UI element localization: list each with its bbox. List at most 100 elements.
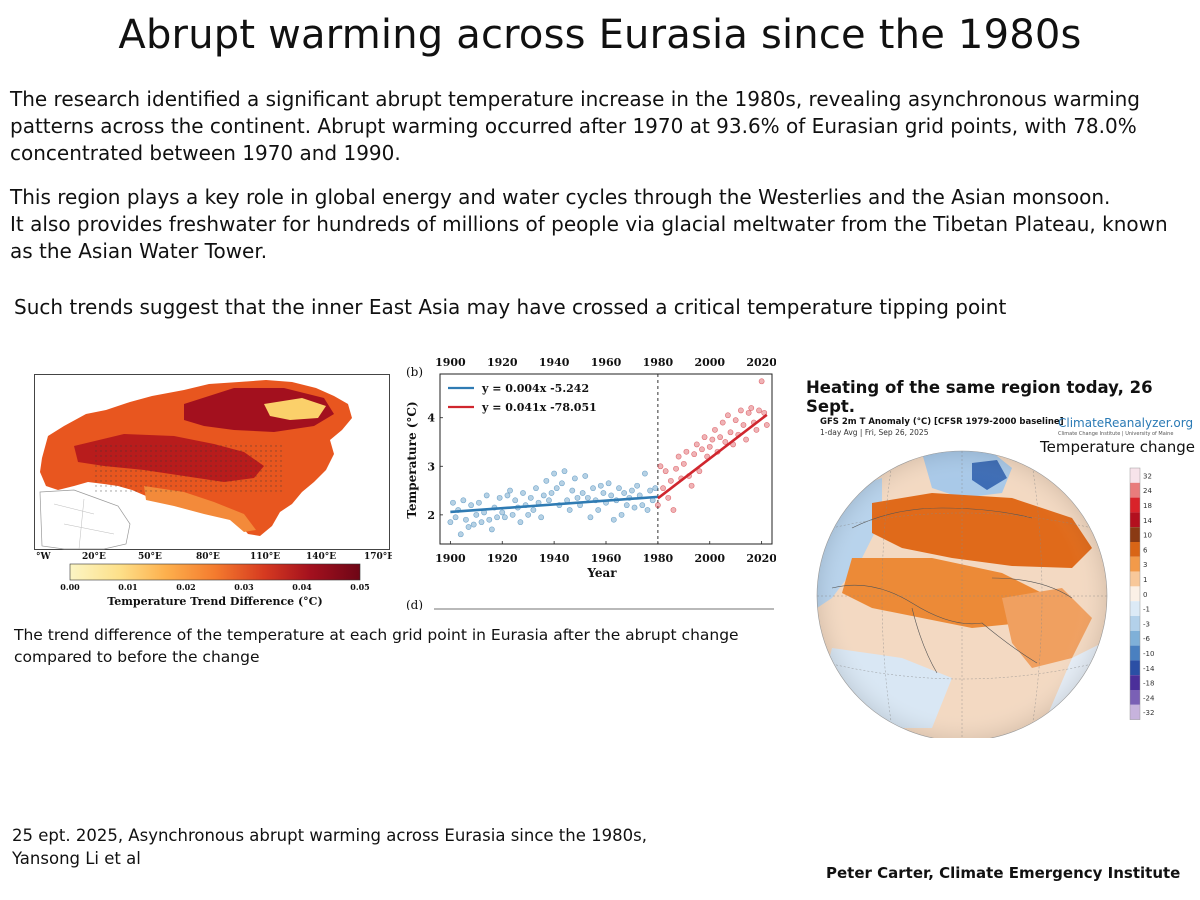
panel-label-d: (d) [406, 598, 423, 610]
scale-tick-label: 32 [1143, 472, 1152, 480]
data-point-blue [486, 516, 493, 523]
data-point-blue [553, 485, 560, 492]
globe-outline [816, 450, 1108, 742]
data-point-red [758, 378, 765, 385]
x-tick-label-top: 1960 [591, 356, 622, 369]
data-point-red [665, 494, 672, 501]
data-point-red [660, 485, 666, 492]
scale-swatch [1130, 482, 1140, 498]
scale-swatch [1130, 630, 1140, 646]
data-point-blue [507, 487, 513, 494]
citation-line-2: Yansong Li et al [12, 849, 141, 868]
scale-swatch [1130, 468, 1140, 483]
plot-area [439, 373, 773, 545]
data-point-blue [463, 516, 469, 523]
data-point-blue [600, 490, 607, 496]
data-point-blue [476, 499, 482, 506]
scale-swatch [1130, 512, 1140, 528]
temperature-change-label: Temperature change [1039, 438, 1195, 456]
scale-swatch [1130, 675, 1140, 690]
data-point-red [732, 417, 739, 424]
data-point-red [670, 507, 677, 513]
data-point-red [763, 422, 770, 428]
data-point-blue [634, 482, 641, 489]
x-axis-label: Year [586, 566, 617, 580]
context-paragraph: This region plays a key role in global e… [10, 184, 1170, 265]
data-point-blue [574, 494, 581, 501]
map-longitude-labels: °W 20°E 50°E 80°E 110°E 140°E 170°E [36, 552, 394, 562]
x-tick-label-top: 1940 [539, 356, 570, 369]
southern-asia-zone [144, 486, 256, 532]
x-tick-label-top: 2020 [746, 356, 776, 369]
y-tick-label: 3 [427, 460, 435, 473]
data-point-blue [569, 487, 576, 494]
data-point-red [693, 441, 700, 448]
top-x-tick-labels: 1900 1920 1940 1960 1980 2000 2020 [435, 356, 777, 369]
data-point-blue [483, 492, 490, 499]
brand-logo: ClimateReanalyzer.org [1058, 416, 1193, 430]
data-point-blue [608, 492, 615, 499]
data-point-blue [533, 485, 539, 492]
chart-svg: (b) (d) 1900 1920 1940 1960 1980 2000 2020 190… [405, 356, 777, 612]
bottom-x-tick-labels: 1900 1920 1940 1960 1980 2000 2020 [435, 541, 777, 565]
scale-tick-label: 1 [1143, 576, 1147, 584]
colorbar-ticks: 0.00 0.01 0.02 0.03 0.04 0.05 [60, 582, 369, 592]
data-point-red [688, 482, 695, 489]
data-point-blue [504, 492, 511, 499]
map-caption: The trend difference of the temperature … [14, 626, 739, 666]
data-point-blue [494, 514, 500, 521]
scale-frame [1129, 467, 1141, 720]
x-tick-label-top: 1920 [487, 356, 518, 369]
data-point-blue [499, 509, 506, 516]
data-point-blue [470, 521, 477, 528]
scale-tick-label: 14 [1143, 517, 1152, 525]
scale-swatch [1130, 497, 1140, 513]
colorbar-tick: 0.01 [118, 582, 137, 592]
data-point-blue [457, 531, 464, 538]
data-point-blue [629, 487, 635, 494]
data-point-blue [621, 490, 628, 496]
scale-swatch [1130, 645, 1140, 661]
colorbar-tick: 0.04 [292, 582, 312, 592]
y-axis-label: Temperature (°C) [405, 401, 419, 518]
author-credit: Peter Carter, Climate Emergency Institut… [826, 864, 1181, 882]
scale-tick-label: -18 [1143, 680, 1154, 688]
data-point-red [673, 465, 679, 472]
data-point-blue [559, 480, 565, 487]
lon-label: 20°E [82, 552, 106, 562]
data-point-blue [450, 499, 456, 506]
chart-marks [447, 374, 770, 544]
eurasia-trend-map: °W 20°E 50°E 80°E 110°E 140°E 170°E 0.00… [34, 374, 394, 608]
intro-paragraph: The research identified a significant ab… [10, 87, 1140, 165]
data-point-blue [447, 519, 454, 526]
data-point-red [667, 477, 674, 484]
data-point-blue [460, 497, 467, 504]
data-point-red [725, 412, 731, 419]
data-point-blue [473, 511, 480, 518]
scale-swatch [1130, 601, 1140, 616]
x-tick-label: 2020 [746, 552, 776, 565]
data-point-red [756, 407, 762, 414]
scale-tick-label: -10 [1143, 650, 1154, 658]
data-point-blue [610, 516, 617, 523]
scale-tick-label: -32 [1143, 709, 1154, 717]
data-point-blue [561, 468, 568, 475]
x-tick-label-top: 1900 [435, 356, 466, 369]
data-point-blue [525, 511, 532, 518]
scale-swatch [1130, 616, 1140, 631]
data-point-red [712, 426, 718, 433]
data-point-blue [590, 485, 596, 492]
data-point-blue [644, 507, 651, 513]
data-point-blue [501, 514, 508, 521]
scale-swatch [1130, 527, 1140, 542]
lon-label: 170°E [364, 552, 392, 562]
data-point-red [722, 439, 729, 445]
lon-label: 110°E [250, 552, 280, 562]
africa-outline [39, 489, 131, 550]
data-point-red [743, 436, 749, 443]
data-point-blue [623, 502, 630, 509]
citation-line-1: 25 ept. 2025, Asynchronous abrupt warmin… [12, 826, 647, 845]
data-point-blue [582, 473, 589, 479]
scale-tick-label: -24 [1143, 694, 1155, 702]
lon-label: °W [36, 552, 52, 562]
